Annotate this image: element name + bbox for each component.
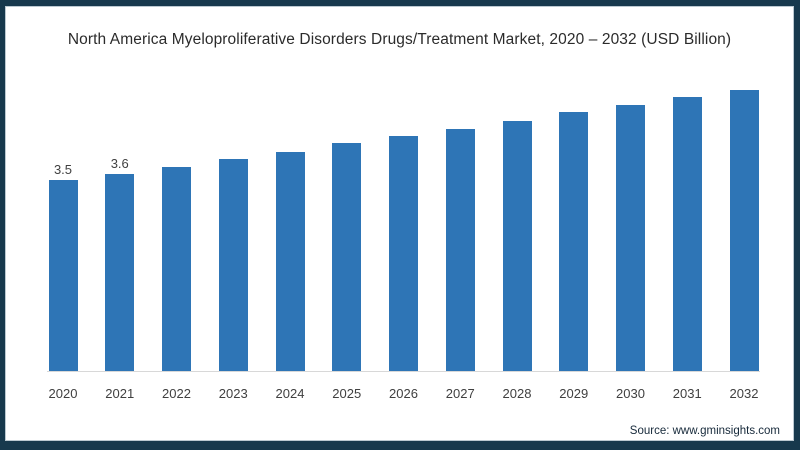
bar-2029 (559, 112, 589, 371)
x-axis-label: 2021 (105, 386, 135, 401)
bar-cell (274, 90, 306, 371)
bar-2025 (332, 143, 362, 371)
x-axis-labels: 2020 2021 2022 2023 2024 2025 2026 2027 2028 2029… (47, 386, 760, 401)
bar-cell (444, 90, 476, 371)
bar-2022 (162, 167, 191, 371)
x-axis-label: 2024 (275, 386, 305, 401)
bar-2032 (729, 90, 759, 371)
chart-title: North America Myeloproliferative Disorde… (67, 31, 732, 48)
bar-cell (501, 90, 533, 371)
bar-value-label: 3.5 (53, 162, 73, 177)
bar-cell: 3.6 (104, 90, 136, 371)
bar-2021 (105, 174, 135, 371)
bar-cell (217, 90, 249, 371)
bar-2031 (672, 97, 702, 371)
bar-2024 (275, 152, 305, 371)
x-axis-label: 2022 (162, 386, 191, 401)
x-axis-label: 2031 (672, 386, 702, 401)
source-text: Source: www.gminsights.com (629, 425, 780, 437)
bar-cell (161, 90, 193, 371)
bar-value-label: 3.6 (110, 156, 129, 171)
x-axis-label: 2026 (389, 386, 418, 401)
bar-cell (331, 90, 363, 371)
bar-2026 (389, 136, 418, 371)
bar-2020 (48, 180, 78, 371)
bar-cell (615, 90, 647, 371)
x-axis-label: 2020 (48, 386, 78, 401)
bar-2028 (502, 121, 532, 371)
x-axis-label: 2027 (445, 386, 475, 401)
bar-chart-plot-area: 3.5 3.6 (47, 90, 760, 372)
x-axis-label: 2030 (616, 386, 645, 401)
x-axis-label: 2029 (559, 386, 589, 401)
bar-cell (671, 90, 703, 371)
bar-cell (388, 90, 420, 371)
x-axis-label: 2023 (218, 386, 248, 401)
x-axis-label: 2025 (332, 386, 362, 401)
bar-cell: 3.5 (47, 90, 79, 371)
bar-cell (558, 90, 590, 371)
x-axis-label: 2028 (502, 386, 532, 401)
x-axis-label: 2032 (729, 386, 759, 401)
bar-2030 (616, 105, 645, 371)
bar-cell (728, 90, 760, 371)
bar-2027 (445, 129, 475, 371)
bar-2023 (218, 159, 248, 371)
